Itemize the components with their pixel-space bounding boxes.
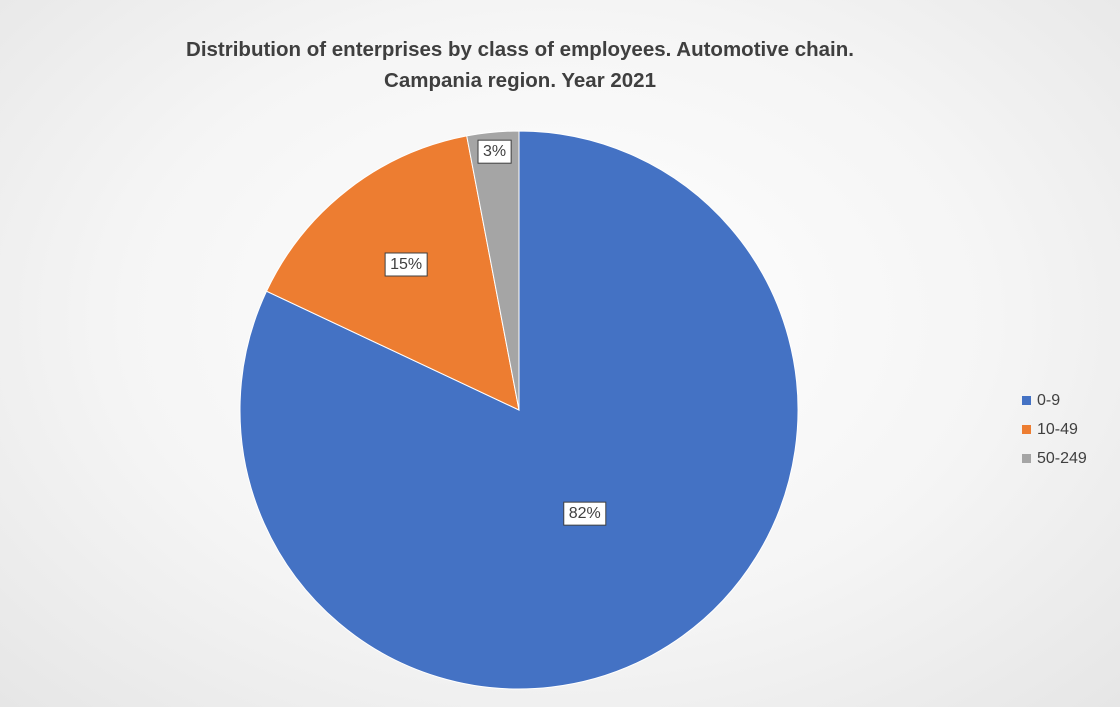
- pie-data-labels: 82% 15% 3%: [384, 139, 607, 526]
- chart-legend: 0-9 10-49 50-249: [1022, 386, 1087, 473]
- data-label-50-249: 3%: [477, 139, 512, 164]
- chart-title-line-2: Campania region. Year 2021: [384, 69, 656, 92]
- legend-label-0-9: 0-9: [1037, 391, 1061, 409]
- legend-item-10-49: 10-49: [1022, 415, 1087, 444]
- data-label-10-49: 15%: [384, 252, 428, 277]
- legend-label-50-249: 50-249: [1037, 449, 1087, 467]
- data-label-box-0-9: [563, 501, 607, 526]
- pie-slice-0-9: [239, 130, 799, 690]
- chart-title-line-1: Distribution of enterprises by class of …: [186, 38, 854, 61]
- pie-slice-50-249: [466, 130, 520, 411]
- data-label-text-0-9: 82%: [569, 505, 601, 522]
- pie-slices: [239, 130, 799, 690]
- legend-item-0-9: 0-9: [1022, 386, 1087, 415]
- legend-label-10-49: 10-49: [1037, 420, 1078, 438]
- legend-swatch-0-9: [1022, 396, 1031, 405]
- data-label-box-50-249: [477, 139, 512, 164]
- legend-item-50-249: 50-249: [1022, 444, 1087, 473]
- data-label-box-10-49: [384, 252, 428, 277]
- chart-title: Distribution of enterprises by class of …: [0, 34, 1040, 96]
- data-label-text-50-249: 3%: [483, 143, 506, 160]
- legend-swatch-50-249: [1022, 454, 1031, 463]
- legend-swatch-10-49: [1022, 425, 1031, 434]
- data-label-text-10-49: 15%: [390, 256, 422, 273]
- data-label-0-9: 82%: [563, 501, 607, 526]
